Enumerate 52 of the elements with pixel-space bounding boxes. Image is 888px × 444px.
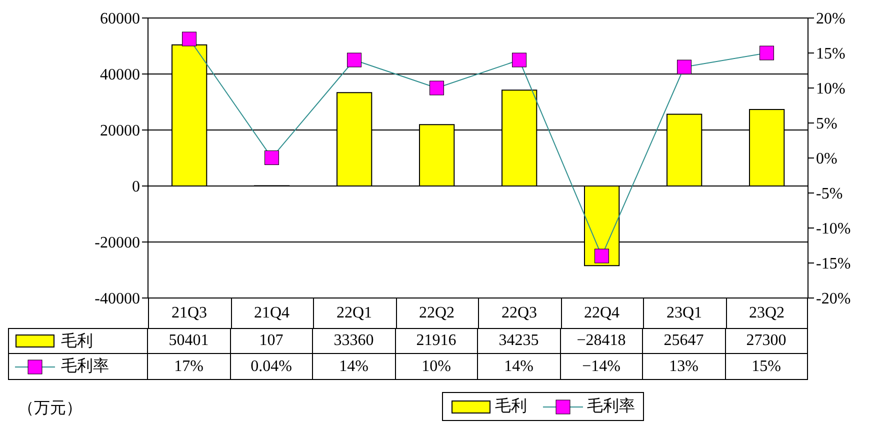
x-tick-label: 22Q4 bbox=[584, 304, 620, 322]
data-label: 15% bbox=[726, 354, 808, 380]
y-tick-label: 0 bbox=[132, 178, 140, 196]
data-label: 17% bbox=[148, 354, 230, 380]
legend-label: 毛利 bbox=[61, 332, 93, 352]
data-label: 21916 bbox=[396, 328, 478, 354]
y2-tick-label: 20% bbox=[816, 10, 846, 28]
data-label: 107 bbox=[230, 328, 313, 354]
x-tick-label: 21Q4 bbox=[254, 304, 290, 322]
point bbox=[347, 52, 362, 68]
text: 毛利 bbox=[495, 398, 527, 415]
data-label: 34235 bbox=[478, 328, 560, 354]
y2-tick-label: 5% bbox=[816, 116, 838, 133]
point bbox=[760, 46, 774, 60]
point bbox=[182, 32, 196, 46]
text: 毛利率 bbox=[587, 398, 635, 415]
legend-label: 毛利率 bbox=[61, 356, 109, 377]
point bbox=[264, 150, 279, 165]
x-tick-label: 23Q1 bbox=[666, 304, 702, 322]
y2-tick-label: -5% bbox=[816, 186, 843, 203]
x-tick-label: 21Q3 bbox=[171, 304, 208, 322]
y2-tick-label: 15% bbox=[816, 46, 846, 63]
data-label: 33360 bbox=[313, 328, 396, 354]
data-label: −28418 bbox=[560, 328, 643, 354]
x-tick-label: 22Q3 bbox=[501, 304, 538, 322]
data-label: 0.04% bbox=[230, 354, 313, 380]
y-tick-label: 60000 bbox=[100, 10, 140, 28]
data-label: −14% bbox=[560, 354, 643, 380]
y2-tick-label: -10% bbox=[816, 220, 851, 238]
x-tick-label: 23Q2 bbox=[748, 304, 785, 322]
data-label: 27300 bbox=[726, 328, 808, 354]
data-label: 10% bbox=[396, 354, 478, 380]
data-label: 25647 bbox=[643, 328, 726, 354]
point bbox=[677, 60, 692, 74]
y2-tick-label: -15% bbox=[816, 256, 851, 273]
point bbox=[512, 52, 526, 68]
y-tick-label: -40000 bbox=[94, 290, 140, 308]
x-tick-label: 22Q1 bbox=[336, 304, 372, 322]
y2-tick-label: -20% bbox=[816, 290, 851, 308]
x-tick-label: 22Q2 bbox=[418, 304, 455, 322]
y2-tick-label: 10% bbox=[816, 80, 846, 98]
data-label: 50401 bbox=[148, 328, 230, 354]
y2-tick-label: 0% bbox=[816, 150, 838, 168]
data-label: 14% bbox=[313, 354, 396, 380]
data-label: 13% bbox=[643, 354, 726, 380]
data-label: 14% bbox=[478, 354, 560, 380]
y-tick-label: 20000 bbox=[100, 122, 140, 140]
point bbox=[430, 80, 444, 96]
point bbox=[594, 248, 609, 264]
y-tick-label: -20000 bbox=[94, 234, 140, 252]
y-tick-label: 40000 bbox=[100, 66, 140, 84]
text: （万元） bbox=[18, 399, 82, 419]
